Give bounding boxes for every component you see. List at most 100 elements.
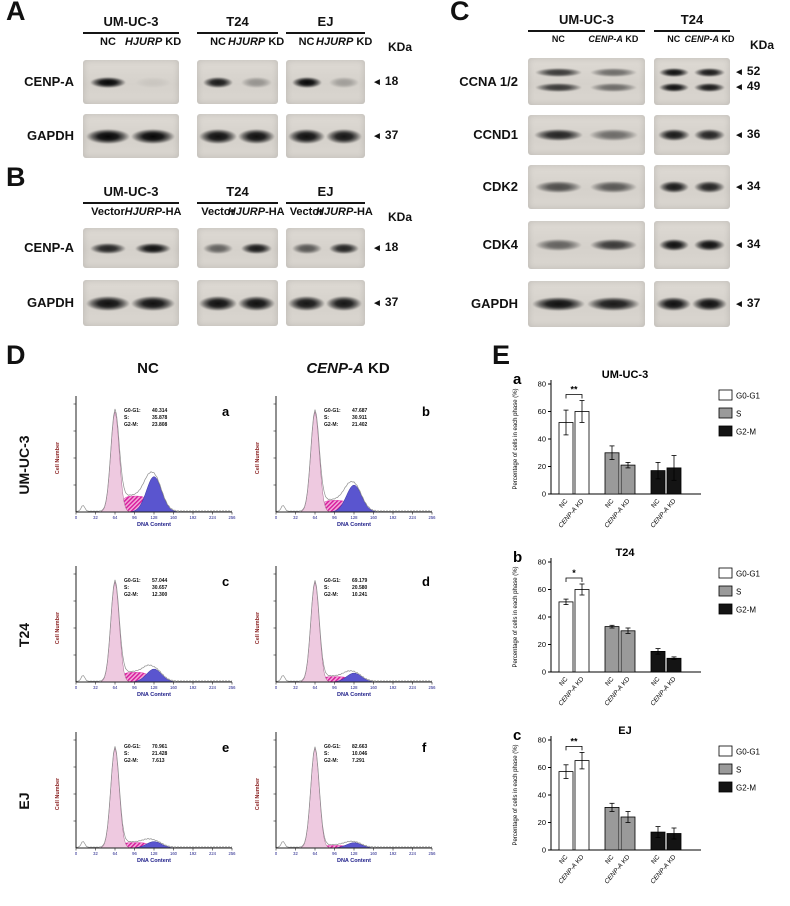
phase-stat-value: 10.241 xyxy=(352,592,368,598)
header-underline xyxy=(83,202,179,204)
phase-stat-value: 40.314 xyxy=(152,408,168,414)
phase-stat-value: 21.428 xyxy=(152,751,168,757)
blot-band xyxy=(89,242,127,254)
lane-label: NC xyxy=(74,36,141,48)
blot-box xyxy=(654,281,730,327)
blot-box xyxy=(83,280,179,326)
lane-label: HJURP-HA xyxy=(228,206,285,218)
blot-box xyxy=(197,228,278,268)
x-tick-label: 160 xyxy=(370,685,378,690)
label-text: NC xyxy=(551,34,565,44)
lane-label: HJURP-HA xyxy=(119,206,186,218)
panel-d-letter: D xyxy=(6,340,26,370)
x-tick-label: 64 xyxy=(113,685,118,690)
y-tick-label: 80 xyxy=(538,380,546,389)
label-text: KD xyxy=(665,498,678,511)
legend-swatch-g0-g1 xyxy=(718,745,733,757)
y-tick-label: 80 xyxy=(538,736,546,745)
x-tick-label: 256 xyxy=(429,851,437,856)
gene-name: CENP-A xyxy=(588,34,623,44)
band-arrow-icon: ◄ xyxy=(734,182,744,193)
protein-label: GAPDH xyxy=(27,128,74,143)
blot-band xyxy=(590,239,637,251)
protein-label: GAPDH xyxy=(27,295,74,310)
x-tick-label: NC xyxy=(650,498,662,510)
label-text: KD xyxy=(363,360,390,377)
label-text: Vector xyxy=(201,206,235,218)
blot-band xyxy=(288,295,325,311)
bar-s-nc xyxy=(604,807,620,851)
legend-label: G0-G1 xyxy=(736,570,761,579)
gene-name: CENP-A xyxy=(603,684,624,707)
blot-band xyxy=(89,76,127,88)
subpanel-letter: a xyxy=(513,371,522,388)
subpanel-letter: d xyxy=(422,574,430,589)
histogram-outline xyxy=(75,408,233,513)
bar-g0-g1-nc xyxy=(558,771,574,851)
kda-value: 37 xyxy=(384,128,399,142)
x-tick-label: NC xyxy=(604,854,616,866)
blot-band xyxy=(288,128,325,144)
x-tick-label: 96 xyxy=(332,851,337,856)
phase-stat: G2-M: 10.241 xyxy=(324,592,368,598)
phase-stat-label: G0-G1: xyxy=(324,578,341,584)
x-axis-title: DNA Content xyxy=(137,858,171,864)
label-text: KD xyxy=(622,34,639,44)
blot-band xyxy=(590,181,637,193)
blot-band xyxy=(658,239,689,251)
lane-label: Vector xyxy=(74,206,141,218)
phase-stat-label: S: xyxy=(124,585,129,591)
kda-marker: ◄ 18 xyxy=(372,240,398,254)
flow-histogram-b: 0 32 64 96 128 160 192 224 256 DNA Content Cell Nu… xyxy=(255,396,436,528)
x-tick-label: 160 xyxy=(170,851,178,856)
panel-b-letter: B xyxy=(6,162,26,192)
significance-stars: ** xyxy=(570,385,578,395)
y-tick-label: 40 xyxy=(538,613,546,622)
phase-stat: G0-G1: 47.687 xyxy=(324,408,368,414)
flow-histogram-a: 0 32 64 96 128 160 192 224 256 DNA Content Cell Nu… xyxy=(55,396,236,528)
gene-name: CENP-A xyxy=(649,506,670,529)
x-tick-label: 192 xyxy=(190,685,198,690)
header-underline xyxy=(654,30,730,32)
phase-stat-value: 10.046 xyxy=(352,751,368,757)
x-tick-label: 128 xyxy=(151,851,159,856)
label-text: KD xyxy=(665,854,678,867)
bar-chart-c: 0 20 40 60 80 Percentage of cells in each pha… xyxy=(513,725,761,885)
x-tick-label: 128 xyxy=(351,851,359,856)
phase-stat-label: G0-G1: xyxy=(124,578,141,584)
blot-band xyxy=(85,128,131,144)
chart-title: UM-UC-3 xyxy=(602,369,648,381)
label-text: NC xyxy=(558,676,570,688)
x-axis-title: DNA Content xyxy=(337,692,371,698)
flow-column-header: CENP-A KD xyxy=(268,360,428,377)
gene-name: HJURP xyxy=(316,206,354,218)
blot-band xyxy=(693,129,726,141)
phase-stat: G2-M: 7.291 xyxy=(324,758,365,764)
bar-s-kd xyxy=(620,464,636,495)
y-tick-label: 60 xyxy=(538,763,546,772)
y-tick-label: 0 xyxy=(542,846,546,855)
band-arrow-icon: ◄ xyxy=(734,240,744,251)
phase-stat-value: 47.687 xyxy=(352,408,368,414)
bar-chart-a: 0 20 40 60 80 Percentage of cells in each pha… xyxy=(513,369,761,529)
legend-swatch-g0-g1 xyxy=(718,567,733,579)
x-tick-label: 128 xyxy=(151,685,159,690)
x-tick-label: 224 xyxy=(209,685,217,690)
significance-stars: * xyxy=(572,568,576,578)
y-tick-label: 60 xyxy=(538,585,546,594)
x-tick-label: 256 xyxy=(229,851,237,856)
label-text: KD xyxy=(665,676,678,689)
phase-stat: G0-G1: 57.044 xyxy=(124,578,168,584)
x-tick-label: 256 xyxy=(429,685,437,690)
histogram-outline xyxy=(75,746,233,849)
y-axis-title: Cell Number xyxy=(55,611,61,644)
x-tick-label: 32 xyxy=(93,515,98,520)
blot-box xyxy=(197,280,278,326)
x-tick-label: 0 xyxy=(75,515,78,520)
significance-bracket xyxy=(565,577,583,582)
phase-stat: S: 30.911 xyxy=(324,415,367,421)
kda-value: 36 xyxy=(746,127,761,141)
cell-line-header: EJ xyxy=(317,14,334,29)
x-tick-label: 192 xyxy=(390,685,398,690)
y-axis-title: Cell Number xyxy=(55,777,61,810)
